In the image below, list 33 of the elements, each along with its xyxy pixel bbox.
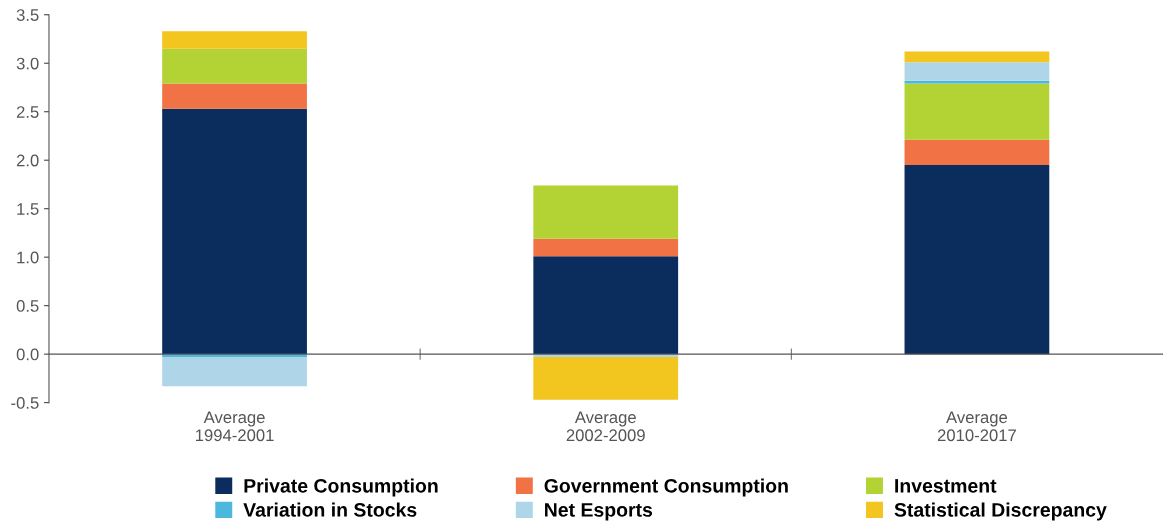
y-tick-label: 3.5 [16, 9, 39, 21]
y-tick-label: 1.5 [17, 203, 39, 215]
legend-label: Investment [895, 479, 997, 493]
bar [533, 185, 679, 239]
y-tick-label: 1.0 [17, 251, 39, 264]
bar [904, 139, 1050, 166]
bar [904, 62, 1050, 81]
y-tick-label: 0.5 [16, 300, 39, 312]
bar [162, 108, 307, 355]
legend-label: Statistical Discrepancy [894, 502, 1107, 521]
bar [162, 31, 307, 49]
legend-label: Variation in Stocks [243, 502, 417, 517]
y-tick-label: 3.0 [16, 57, 39, 70]
x-tick-label: Average 1994-2001 [195, 411, 274, 442]
y-tick-label: 2.0 [16, 154, 39, 167]
bar [904, 51, 1050, 63]
legend-label: Net Esports [545, 503, 653, 521]
bar [162, 83, 307, 109]
x-tick-label: Average 2010-2017 [937, 411, 1016, 442]
bar [162, 48, 307, 84]
bar [533, 357, 679, 400]
bar [533, 238, 679, 257]
legend-label: Government Consumption [544, 478, 788, 497]
y-tick-label: 2.5 [16, 106, 39, 118]
bar [904, 165, 1050, 355]
bar [162, 357, 307, 387]
legend-label: Private Consumption [244, 478, 438, 497]
y-tick-label: 0.0 [16, 348, 39, 361]
bar [533, 256, 679, 355]
bar [904, 83, 1050, 140]
bar [904, 80, 1050, 84]
x-tick-label: Average 2002-2009 [566, 411, 645, 442]
y-tick-label: -0.5 [11, 397, 39, 409]
